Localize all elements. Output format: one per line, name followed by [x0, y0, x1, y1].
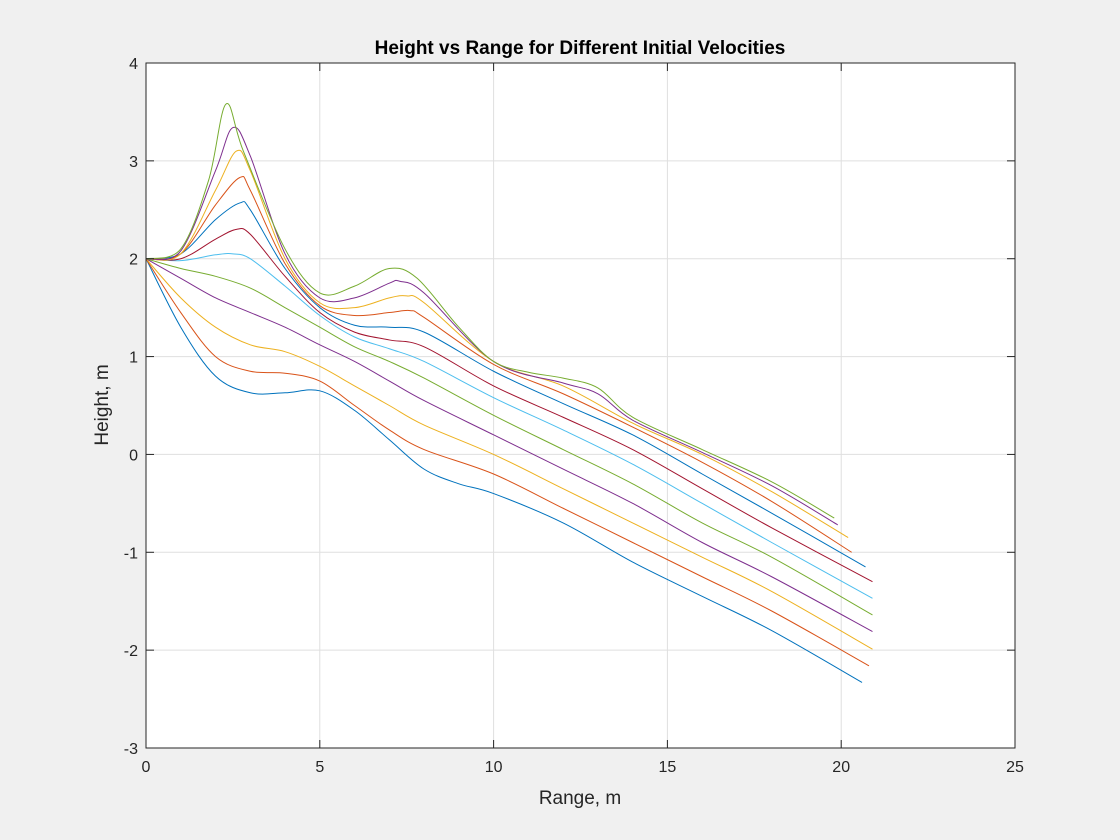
x-tick-label: 20 — [832, 759, 850, 776]
series-line-8 — [145, 201, 866, 568]
y-tick-label: -1 — [124, 545, 138, 562]
x-tick-label: 25 — [1006, 759, 1024, 776]
series-line-2 — [145, 258, 870, 667]
x-tick-label: 15 — [659, 759, 677, 776]
y-tick-label: 2 — [129, 252, 138, 269]
series-line-1 — [145, 258, 863, 683]
series-line-4 — [145, 258, 873, 632]
series-line-10 — [145, 149, 849, 539]
y-tick-label: 0 — [129, 447, 138, 464]
series-line-6 — [145, 253, 873, 599]
x-tick-label: 0 — [142, 759, 151, 776]
series-line-5 — [145, 258, 873, 616]
x-tick-label: 10 — [485, 759, 503, 776]
plot-frame — [145, 62, 1016, 749]
series-line-7 — [145, 227, 873, 583]
ticks: 0 5 10 15 20 25 -3 -2 -1 0 1 2 3 4 — [124, 56, 1024, 776]
series-line-3 — [145, 258, 873, 650]
series-line-12 — [145, 103, 835, 519]
chart-title: Height vs Range for Different Initial Ve… — [375, 38, 786, 59]
series-line-9 — [145, 175, 852, 553]
plot-background — [146, 63, 1015, 748]
y-tick-label: -3 — [124, 741, 138, 758]
series-line-11 — [145, 126, 838, 526]
y-axis-label: Height, m — [92, 364, 113, 445]
y-tick-label: 3 — [129, 154, 138, 171]
y-tick-label: -2 — [124, 643, 138, 660]
x-tick-label: 5 — [315, 759, 324, 776]
y-tick-label: 4 — [129, 56, 138, 73]
x-axis-label: Range, m — [539, 788, 621, 809]
y-tick-label: 1 — [129, 350, 138, 367]
series-layer — [145, 103, 873, 683]
